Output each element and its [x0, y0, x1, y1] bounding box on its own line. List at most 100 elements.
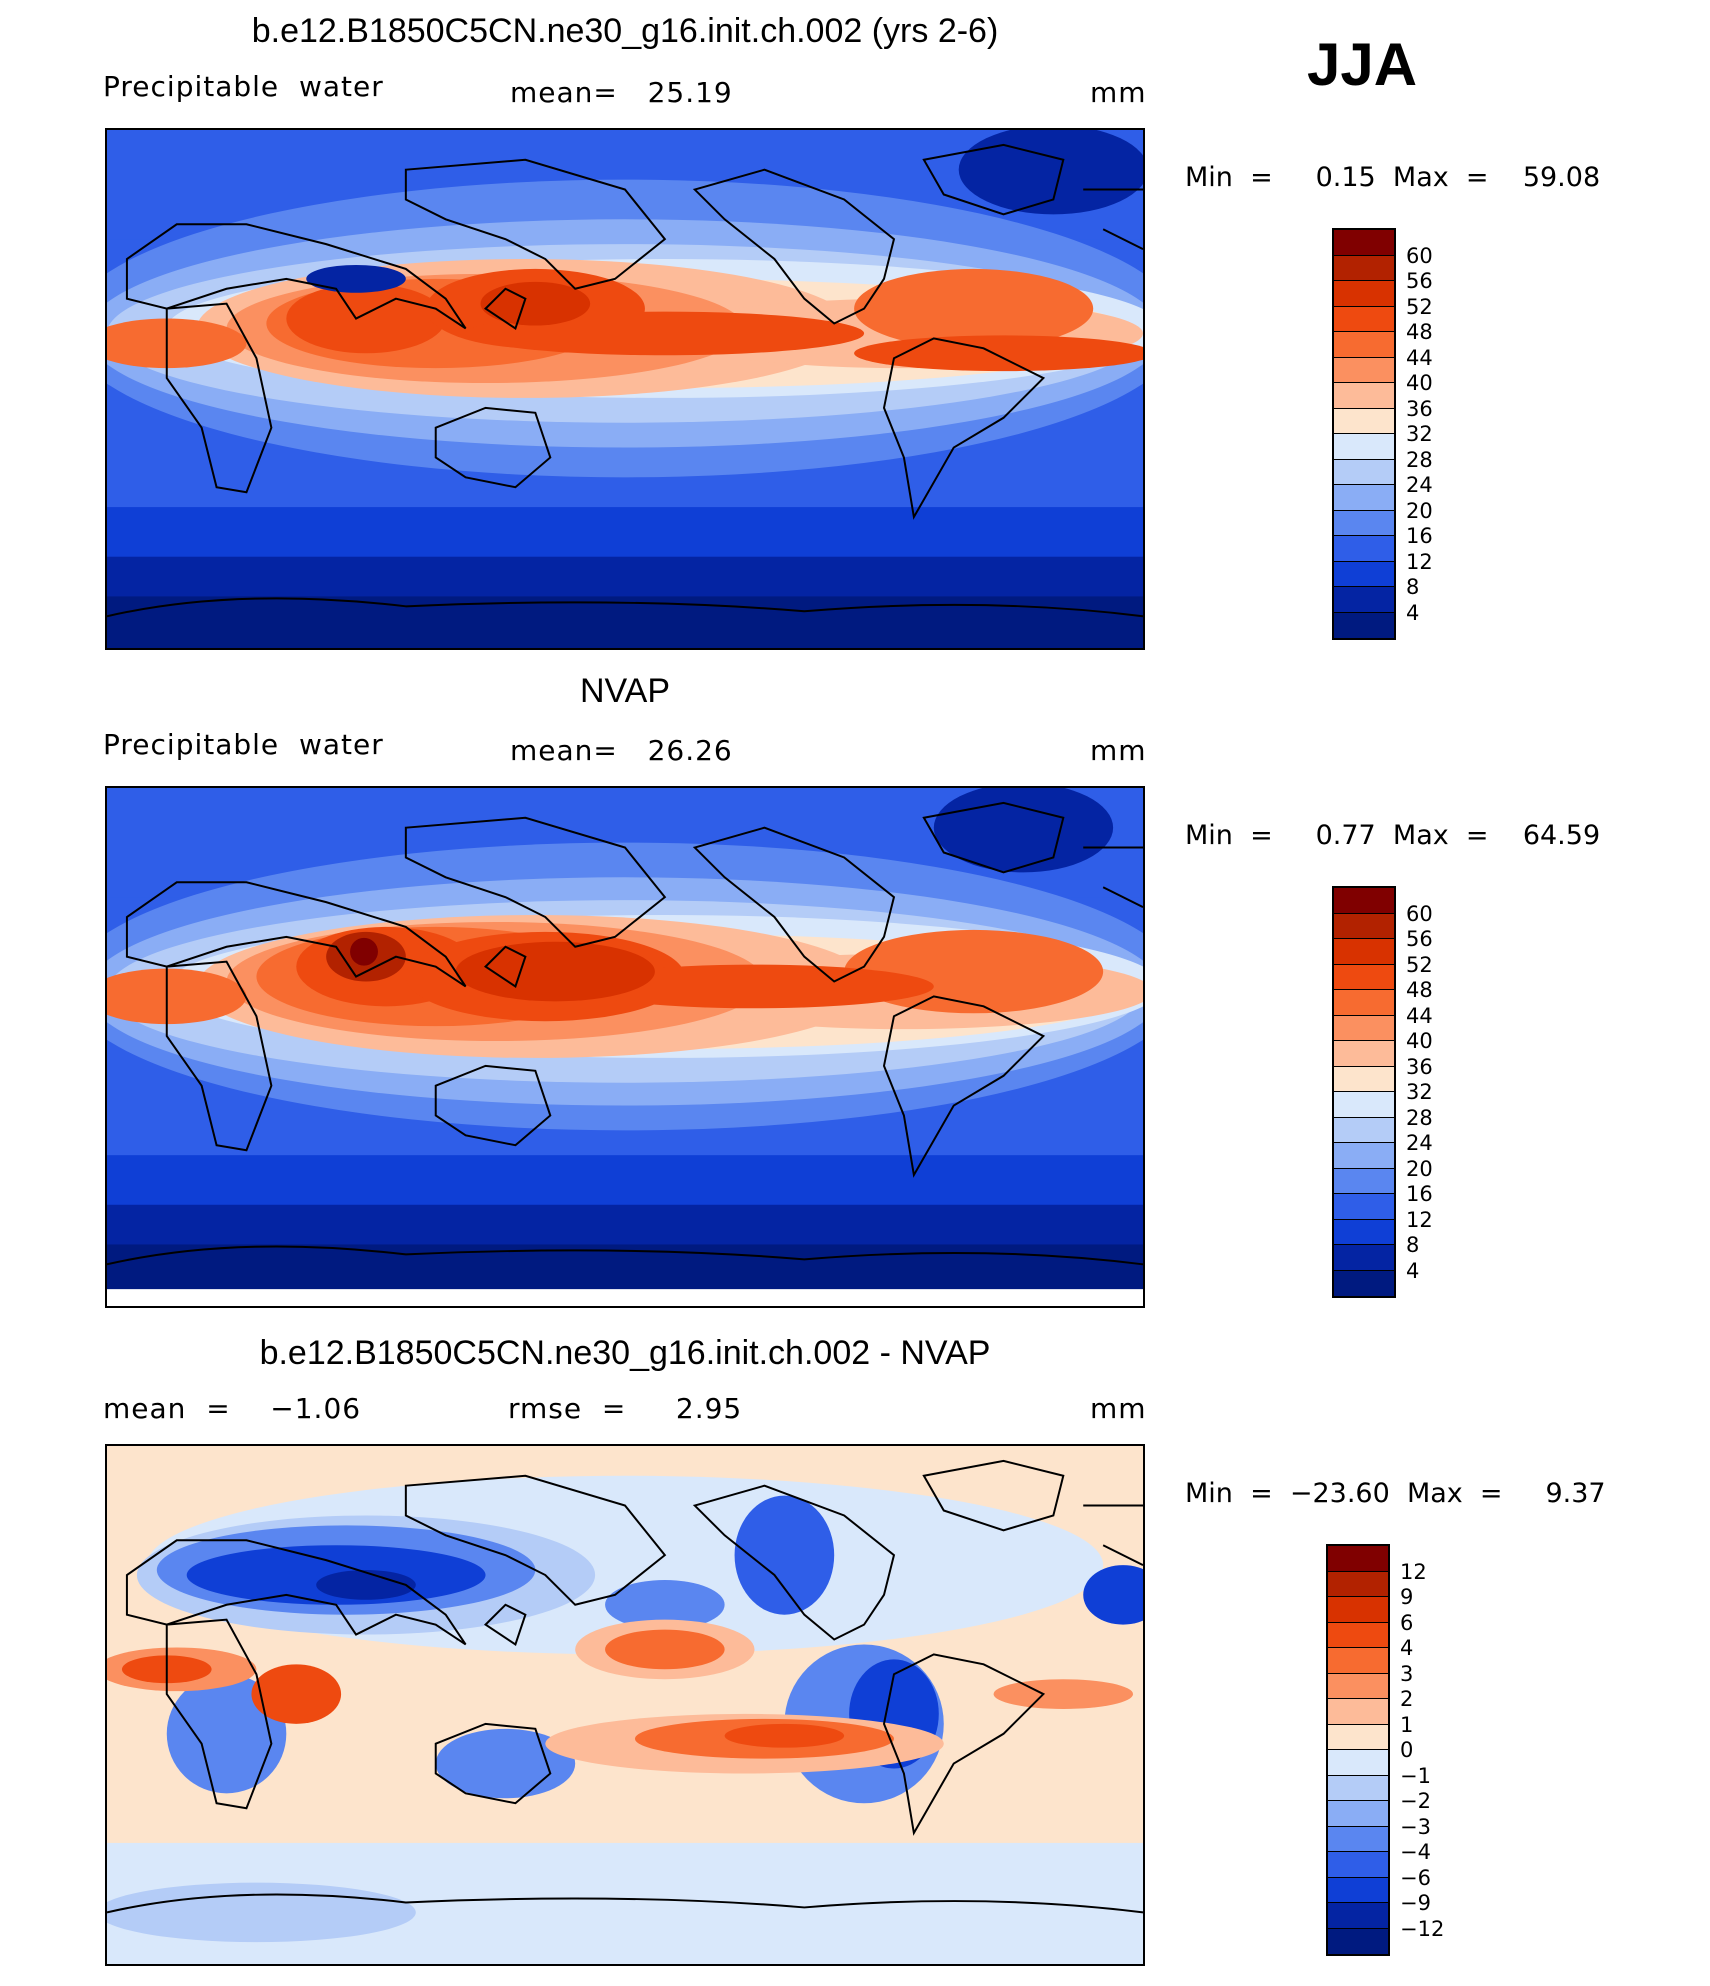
- colorbar-swatch: [1334, 1066, 1394, 1092]
- colorbar-tick-label: 52: [1406, 952, 1433, 977]
- colorbar-tick-label: 1: [1400, 1712, 1414, 1737]
- panel3-mean-label: mean = −1.06: [103, 1392, 362, 1425]
- colorbar-swatch: [1334, 1194, 1394, 1220]
- colorbar-swatch: [1334, 357, 1394, 383]
- colorbar-swatch: [1334, 990, 1394, 1016]
- colorbar-tick-label: 48: [1406, 320, 1433, 344]
- panel2-map: [105, 786, 1145, 1308]
- colorbar-swatch: [1334, 1117, 1394, 1143]
- colorbar-tick-label: 6: [1400, 1610, 1414, 1635]
- colorbar-swatch: [1334, 913, 1394, 939]
- colorbar-tick-label: 32: [1406, 1080, 1433, 1104]
- colorbar-tick-label: 44: [1406, 345, 1433, 370]
- colorbar-swatch: [1334, 255, 1394, 281]
- colorbar-tick-label: 20: [1406, 498, 1433, 523]
- colorbar-swatch: [1334, 561, 1394, 587]
- colorbar-swatch: [1334, 1143, 1394, 1169]
- panel2-title: NVAP: [579, 672, 671, 710]
- colorbar-swatch: [1334, 888, 1394, 914]
- colorbar-tick-label: 20: [1406, 1156, 1433, 1181]
- panel2-min-max: Min = 0.77 Max = 64.59: [1185, 820, 1601, 851]
- panel2-variable-label: Precipitable water: [103, 728, 384, 761]
- colorbar-tick-label: −1: [1400, 1763, 1431, 1788]
- colorbar-swatch: [1328, 1597, 1388, 1623]
- colorbar-swatch: [1328, 1826, 1388, 1852]
- colorbar-tick-label: −9: [1400, 1891, 1431, 1915]
- colorbar-tick-label: 12: [1400, 1559, 1427, 1584]
- colorbar-swatch: [1334, 332, 1394, 358]
- colorbar-tick-label: 32: [1406, 422, 1433, 446]
- colorbar-swatch: [1328, 1852, 1388, 1878]
- colorbar-swatch: [1328, 1648, 1388, 1674]
- panel1-mean-label: mean= 25.19: [510, 76, 733, 109]
- colorbar-swatch: [1334, 408, 1394, 434]
- panel1-title: b.e12.B1850C5CN.ne30_g16.init.ch.002 (yr…: [251, 12, 999, 50]
- colorbar-swatch: [1334, 434, 1394, 460]
- colorbar-swatch: [1328, 1801, 1388, 1827]
- colorbar-swatch: [1334, 1015, 1394, 1041]
- colorbar-tick-label: 60: [1406, 901, 1433, 926]
- colorbar-tick-label: 48: [1406, 978, 1433, 1002]
- panel2-colorbar: [1332, 886, 1396, 1298]
- colorbar-tick-label: 36: [1406, 1054, 1433, 1079]
- colorbar-swatch: [1334, 306, 1394, 332]
- colorbar-swatch: [1334, 281, 1394, 307]
- colorbar-swatch: [1334, 964, 1394, 990]
- colorbar-tick-label: 4: [1406, 600, 1420, 625]
- panel1-map: [105, 128, 1145, 650]
- panel3-units-label: mm: [1090, 1392, 1147, 1425]
- colorbar-tick-label: −2: [1400, 1789, 1431, 1813]
- colorbar-swatch: [1328, 1622, 1388, 1648]
- colorbar-tick-label: 60: [1406, 243, 1433, 268]
- season-label: JJA: [1307, 31, 1418, 98]
- colorbar-swatch: [1334, 383, 1394, 409]
- colorbar-tick-label: −12: [1400, 1916, 1445, 1941]
- colorbar-tick-label: 4: [1400, 1636, 1414, 1660]
- panel3-rmse-label: rmse = 2.95: [508, 1392, 743, 1425]
- colorbar-tick-label: 28: [1406, 1105, 1433, 1130]
- colorbar-tick-label: 16: [1406, 524, 1433, 548]
- colorbar-swatch: [1334, 1041, 1394, 1067]
- colorbar-tick-label: 0: [1400, 1738, 1414, 1762]
- colorbar-swatch: [1328, 1571, 1388, 1597]
- colorbar-tick-label: −3: [1400, 1814, 1431, 1839]
- colorbar-swatch: [1328, 1928, 1388, 1954]
- panel2-mean-label: mean= 26.26: [510, 734, 733, 767]
- colorbar-swatch: [1334, 485, 1394, 511]
- colorbar-tick-label: −4: [1400, 1840, 1431, 1864]
- panel2-units-label: mm: [1090, 734, 1147, 767]
- colorbar-tick-label: 24: [1406, 1131, 1433, 1155]
- colorbar-tick-label: 8: [1406, 575, 1420, 599]
- colorbar-tick-label: 56: [1406, 927, 1433, 951]
- colorbar-swatch: [1334, 1219, 1394, 1245]
- colorbar-swatch: [1328, 1750, 1388, 1776]
- colorbar-swatch: [1328, 1724, 1388, 1750]
- colorbar-swatch: [1334, 939, 1394, 965]
- colorbar-swatch: [1328, 1877, 1388, 1903]
- colorbar-tick-label: 12: [1406, 549, 1433, 574]
- colorbar-tick-label: 3: [1400, 1661, 1414, 1686]
- panel3-colorbar: [1326, 1544, 1390, 1956]
- colorbar-tick-label: −6: [1400, 1865, 1431, 1890]
- colorbar-tick-label: 40: [1406, 1029, 1433, 1053]
- panel2-map-svg: [107, 788, 1143, 1306]
- colorbar-swatch: [1334, 510, 1394, 536]
- colorbar-swatch: [1328, 1699, 1388, 1725]
- colorbar-tick-label: 24: [1406, 473, 1433, 497]
- colorbar-tick-label: 4: [1406, 1258, 1420, 1283]
- panel1-units-label: mm: [1090, 76, 1147, 109]
- colorbar-swatch: [1334, 1245, 1394, 1271]
- colorbar-swatch: [1328, 1775, 1388, 1801]
- colorbar-swatch: [1328, 1673, 1388, 1699]
- panel3-map: [105, 1444, 1145, 1966]
- colorbar-tick-label: 9: [1400, 1585, 1414, 1609]
- colorbar-swatch: [1334, 612, 1394, 638]
- colorbar-swatch: [1328, 1546, 1388, 1572]
- panel1-variable-label: Precipitable water: [103, 70, 384, 103]
- panel1-map-svg: [107, 130, 1143, 648]
- panel1-colorbar: [1332, 228, 1396, 640]
- colorbar-tick-label: 8: [1406, 1233, 1420, 1257]
- colorbar-swatch: [1334, 587, 1394, 613]
- panel3-title: b.e12.B1850C5CN.ne30_g16.init.ch.002 - N…: [259, 1334, 991, 1372]
